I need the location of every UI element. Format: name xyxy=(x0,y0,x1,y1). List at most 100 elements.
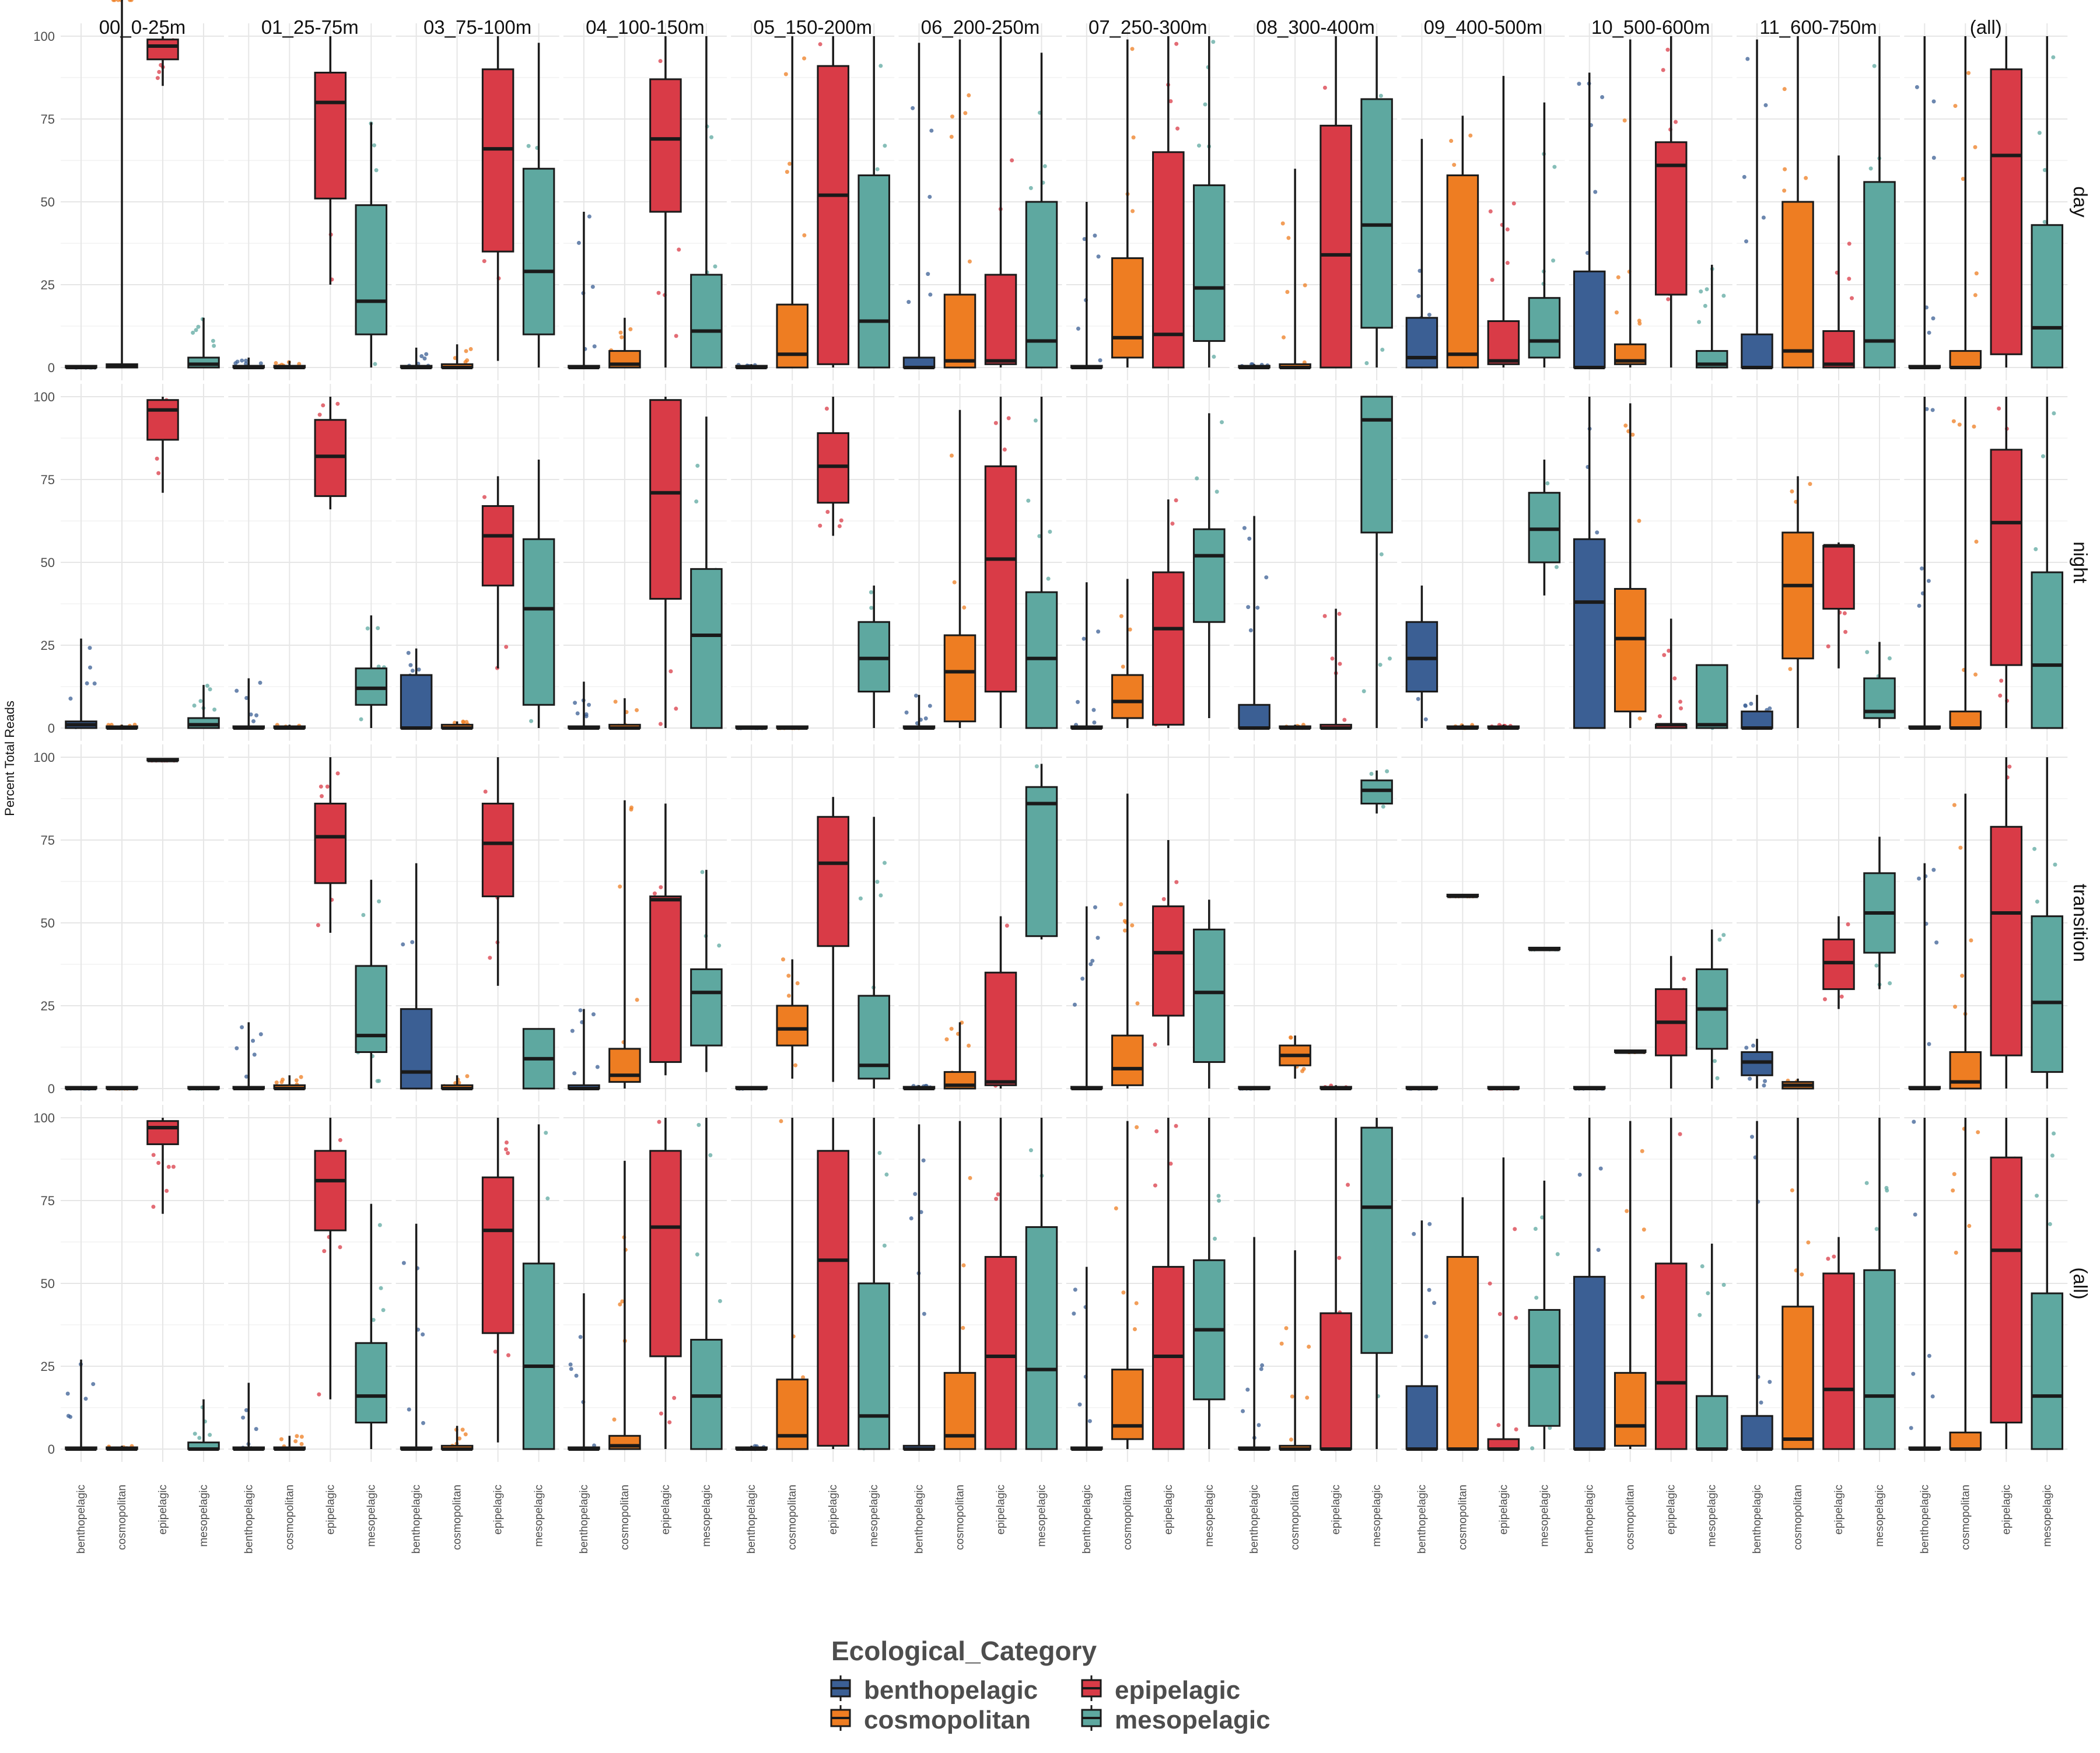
x-tick-label: epipelagic xyxy=(995,1485,1007,1535)
box-rect xyxy=(776,1005,808,1047)
jitter-point xyxy=(1927,330,1931,335)
x-tick-label: epipelagic xyxy=(827,1485,839,1535)
x-tick-label: benthopelagic xyxy=(1416,1485,1428,1553)
box-cosmopolitan xyxy=(1446,116,1479,369)
facet-column-label: 10_500-600m xyxy=(1591,16,1710,38)
box-rect xyxy=(1741,711,1773,729)
box-rect xyxy=(984,274,1017,365)
jitter-point xyxy=(967,259,972,264)
jitter-point xyxy=(696,1122,701,1127)
x-tick-label: cosmopolitan xyxy=(1959,1485,1972,1550)
box-rect xyxy=(1360,1126,1393,1354)
box-mesopelagic xyxy=(690,417,723,729)
jitter-point xyxy=(461,720,466,725)
jitter-point xyxy=(1625,1209,1629,1213)
jitter-point xyxy=(694,499,699,504)
box-rect xyxy=(1405,317,1438,369)
box-benthopelagic xyxy=(1238,1237,1270,1451)
box-cosmopolitan xyxy=(1614,1049,1647,1055)
jitter-point xyxy=(1042,164,1047,169)
jitter-point xyxy=(2037,131,2042,135)
box-rect xyxy=(146,399,179,441)
jitter-point xyxy=(1850,296,1854,300)
jitter-point xyxy=(407,1407,411,1412)
box-epipelagic xyxy=(1487,723,1520,730)
jitter-point xyxy=(1488,209,1493,214)
jitter-point xyxy=(1082,237,1087,242)
box-cosmopolitan xyxy=(1111,39,1144,368)
legend-item-cosmopolitan: cosmopolitan xyxy=(830,1705,1031,1734)
jitter-point xyxy=(801,1375,806,1380)
box-epipelagic xyxy=(1654,956,1688,1089)
facet-column-label: 08_300-400m xyxy=(1256,16,1375,38)
jitter-point xyxy=(1264,575,1269,580)
facet-row-label: (all) xyxy=(2070,1268,2091,1300)
jitter-point xyxy=(869,606,874,610)
box-cosmopolitan xyxy=(1279,723,1311,730)
x-tick-label: cosmopolitan xyxy=(284,1485,296,1550)
jitter-point xyxy=(1679,706,1684,711)
jitter-point xyxy=(783,72,788,76)
jitter-point xyxy=(1096,254,1101,259)
facet-row-label: day xyxy=(2070,186,2091,218)
jitter-point xyxy=(92,681,97,686)
x-tick-label: epipelagic xyxy=(1833,1485,1845,1535)
jitter-point xyxy=(668,669,673,674)
jitter-point xyxy=(875,167,880,172)
panel-transition-10_500-600m xyxy=(1569,744,1732,1101)
facet-column-label: 03_75-100m xyxy=(424,16,531,38)
box-cosmopolitan xyxy=(1614,403,1647,728)
y-tick-label: 0 xyxy=(48,1442,55,1457)
box-epipelagic xyxy=(1822,542,1855,669)
jitter-point xyxy=(1999,678,2004,683)
jitter-point xyxy=(191,330,195,335)
box-rect xyxy=(522,167,555,335)
jitter-point xyxy=(410,669,415,673)
jitter-point xyxy=(504,1140,509,1145)
box-epipelagic xyxy=(146,1118,179,1214)
jitter-point xyxy=(482,259,487,264)
x-tick-label: benthopelagic xyxy=(1751,1485,1763,1553)
jitter-point xyxy=(658,722,663,726)
y-tick-label: 25 xyxy=(41,638,55,653)
jitter-point xyxy=(319,794,324,799)
jitter-point xyxy=(1657,714,1662,719)
jitter-point xyxy=(1912,1119,1916,1124)
box-benthopelagic xyxy=(735,363,768,369)
jitter-point xyxy=(1951,1188,1955,1193)
jitter-point xyxy=(1808,482,1812,487)
box-epipelagic xyxy=(1990,36,2023,368)
jitter-point xyxy=(279,1437,284,1441)
box-mesopelagic xyxy=(1025,764,1058,940)
box-mesopelagic xyxy=(1863,36,1896,369)
jitter-point xyxy=(575,711,580,716)
box-cosmopolitan xyxy=(273,1075,306,1090)
jitter-point xyxy=(779,1119,783,1124)
box-mesopelagic xyxy=(858,817,890,1089)
jitter-point xyxy=(68,1415,73,1419)
legend-label: benthopelagic xyxy=(864,1676,1038,1705)
jitter-point xyxy=(258,1032,263,1037)
box-rect xyxy=(1695,1395,1728,1450)
jitter-point xyxy=(1534,1296,1539,1300)
jitter-point xyxy=(1842,611,1847,615)
box-rect xyxy=(943,634,977,723)
jitter-point xyxy=(1153,1183,1157,1188)
jitter-point xyxy=(463,1432,468,1437)
jitter-point xyxy=(1280,221,1285,226)
jitter-point xyxy=(944,1037,949,1042)
jitter-point xyxy=(1006,416,1011,421)
jitter-point xyxy=(1637,716,1642,721)
box-rect xyxy=(690,568,723,729)
jitter-point xyxy=(1640,1294,1645,1299)
jitter-point xyxy=(2050,1153,2054,1158)
jitter-point xyxy=(1682,977,1686,981)
jitter-point xyxy=(1080,977,1085,981)
jitter-point xyxy=(1598,1166,1603,1171)
box-benthopelagic xyxy=(902,43,936,369)
jitter-point xyxy=(612,1417,617,1422)
jitter-point xyxy=(2053,862,2057,867)
jitter-point xyxy=(1132,1327,1137,1332)
box-cosmopolitan xyxy=(1949,793,1982,1090)
box-rect xyxy=(1573,270,1606,369)
